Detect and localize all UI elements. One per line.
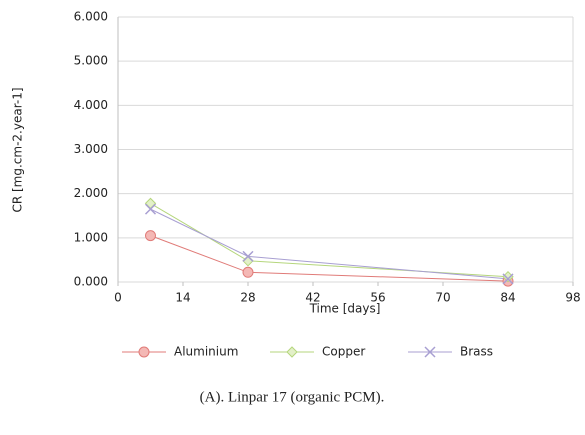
data-point: [242, 266, 254, 278]
x-axis-title: Time [days]: [309, 302, 381, 316]
x-tick-label: 28: [240, 291, 255, 305]
x-tick-label: 42: [305, 291, 320, 305]
caption: (A). Linpar 17 (organic PCM).: [200, 389, 385, 405]
legend-marker: [286, 346, 298, 358]
x-tick-label: 56: [370, 291, 385, 305]
x-tick-label: 0: [114, 291, 122, 305]
legend-marker: [424, 346, 436, 358]
legend-label: Copper: [322, 345, 365, 359]
legend-label: Aluminium: [174, 345, 238, 359]
y-axis-title: CR [mg.cm-2.year-1]: [11, 87, 25, 212]
x-tick-label: 70: [435, 291, 450, 305]
x-tick-label: 98: [565, 291, 580, 305]
y-tick-label: 2.000: [74, 186, 108, 200]
data-point: [242, 250, 254, 262]
y-tick-label: 1.000: [74, 230, 108, 244]
y-tick-label: 0.000: [74, 275, 108, 289]
data-point: [144, 203, 157, 215]
data-point: [145, 230, 156, 242]
legend-marker: [138, 346, 150, 358]
series-line: [150, 208, 509, 280]
y-tick-label: 6.000: [74, 10, 108, 24]
x-tick-label: 84: [500, 291, 515, 305]
y-tick-label: 4.000: [74, 98, 108, 112]
y-tick-label: 5.000: [74, 54, 108, 68]
data-point: [144, 197, 157, 210]
data-point: [502, 273, 514, 285]
x-tick-label: 14: [175, 291, 190, 305]
legend-label: Brass: [460, 345, 493, 359]
y-tick-label: 3.000: [74, 142, 108, 156]
series-line: [150, 202, 509, 278]
